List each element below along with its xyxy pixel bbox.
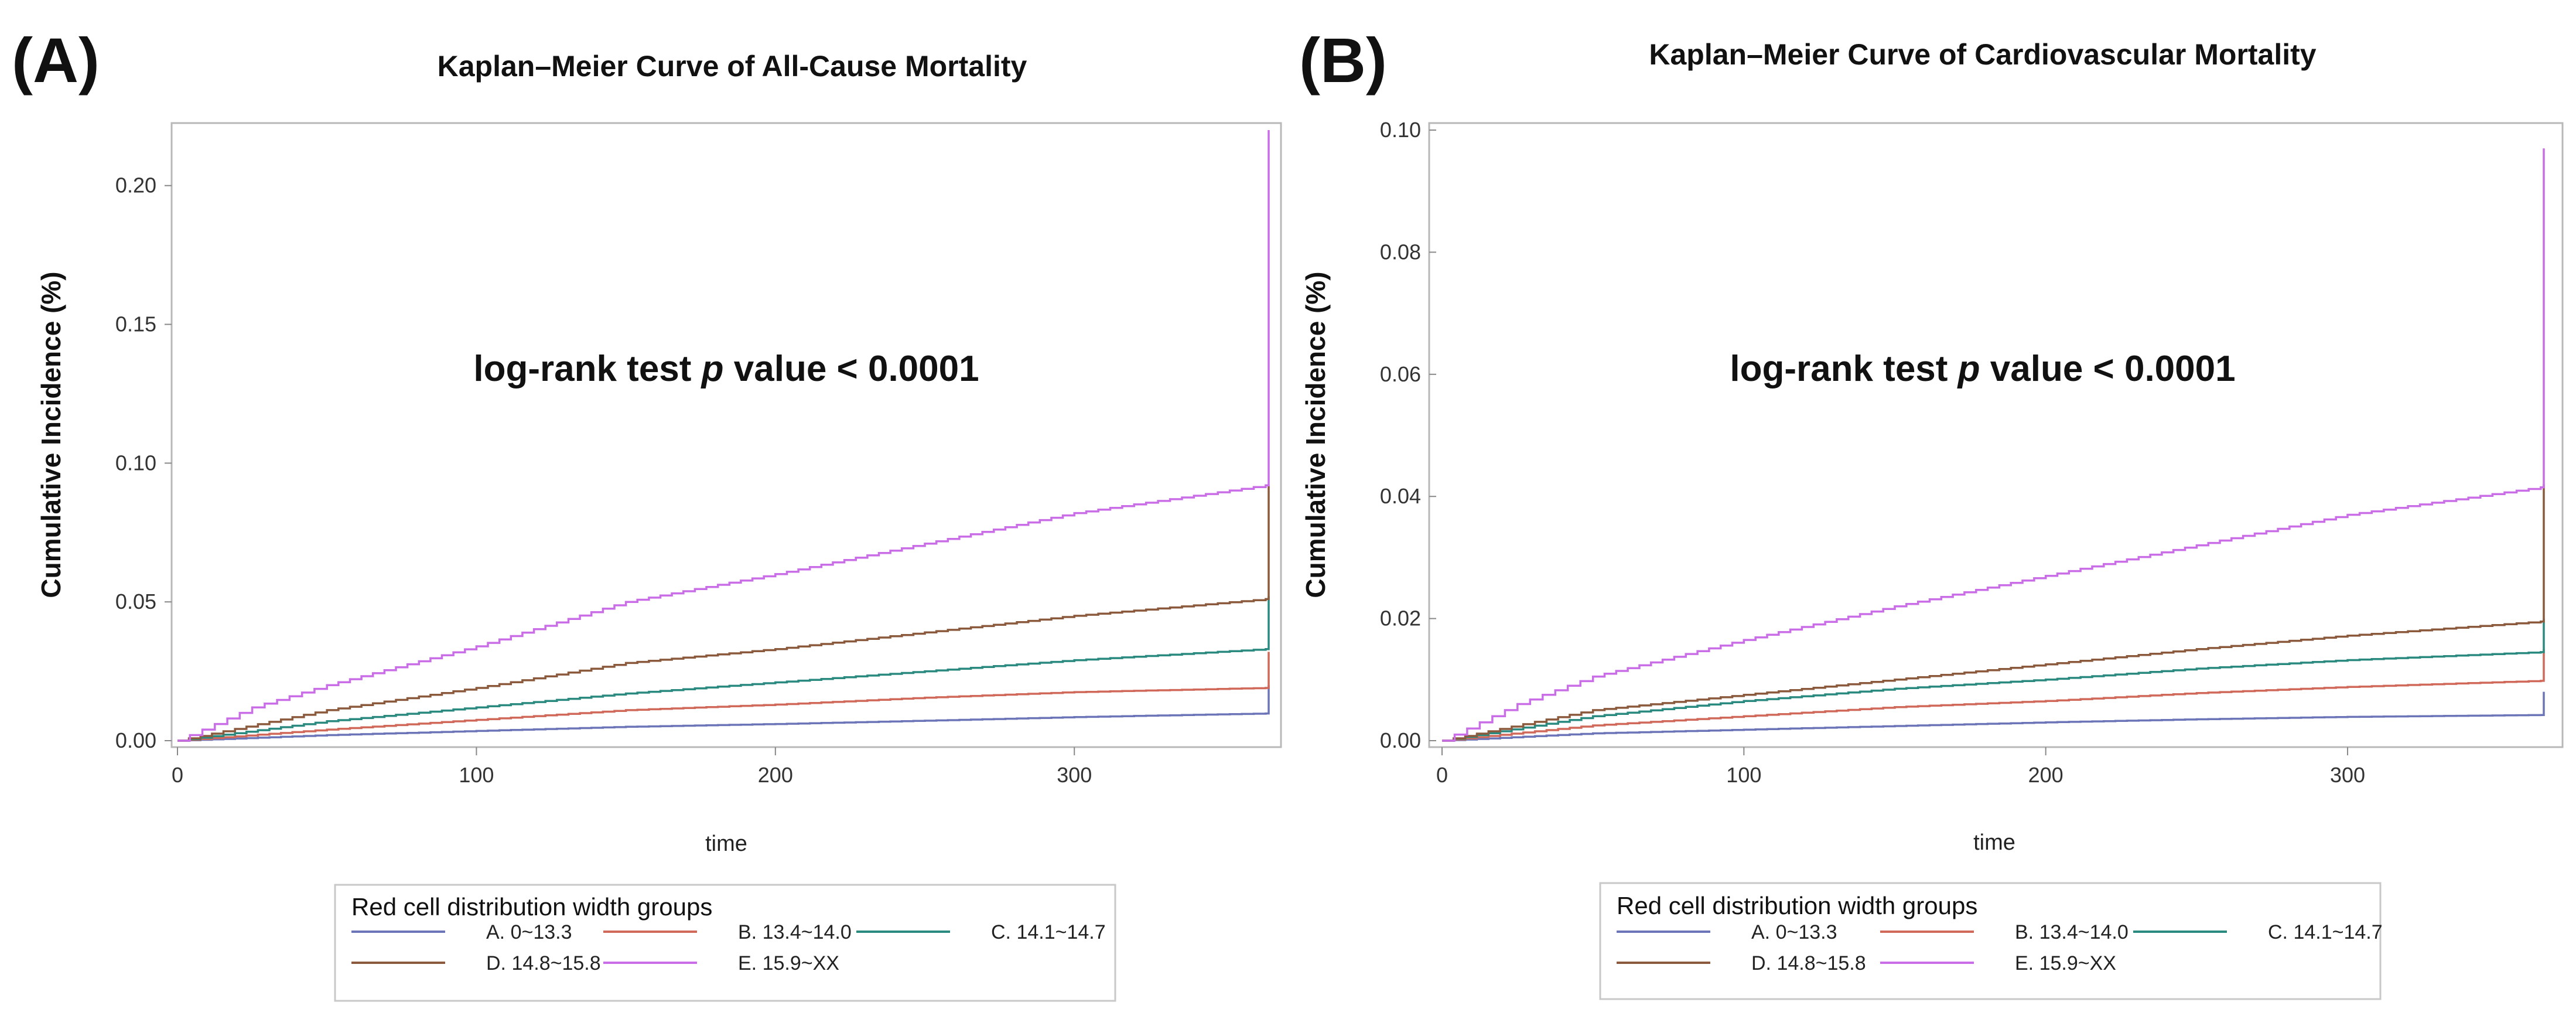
series-line-a-4 [177, 130, 1270, 742]
chart-title-a: Kaplan–Meier Curve of All-Cause Mortalit… [438, 50, 1027, 83]
legend-label-a-4: E. 15.9~XX [738, 952, 839, 974]
series-line-b-2 [1442, 618, 2545, 742]
y-axis-b: 0.00 0.02 0.04 0.06 0.08 0.10 [1380, 118, 1436, 752]
annotation-prefix-b: log-rank test [1730, 349, 1957, 389]
y-tick-label-b-3: 0.06 [1380, 362, 1421, 386]
y-tick-label-b-2: 0.04 [1380, 484, 1421, 508]
y-tick-label-a-0: 0.00 [115, 728, 156, 752]
legend-label-b-1: B. 13.4~14.0 [2015, 921, 2129, 943]
x-axis-b: 0 100 200 300 [1436, 747, 2365, 787]
logrank-annotation-b: log-rank test p value < 0.0001 [1730, 349, 2235, 389]
x-tick-label-b-3: 300 [2330, 763, 2365, 787]
y-axis-title-b: Cumulative Incidence (%) [1300, 271, 1331, 598]
y-tick-label-b-1: 0.02 [1380, 606, 1421, 631]
series-layer-a [177, 130, 1270, 742]
x-tick-label-a-3: 300 [1057, 763, 1092, 787]
legend-title-b: Red cell distribution width groups [1617, 892, 1977, 919]
legend-label-a-3: D. 14.8~15.8 [486, 952, 601, 974]
series-line-b-4 [1442, 148, 2545, 742]
legend-box-b [1599, 882, 2382, 1000]
legend-label-a-1: B. 13.4~14.0 [738, 921, 852, 943]
x-axis-a: 0 100 200 300 [172, 747, 1092, 787]
annotation-italic-b: p [1957, 349, 1980, 389]
x-tick-label-b-0: 0 [1436, 763, 1448, 787]
annotation-suffix-b: value < 0.0001 [1980, 349, 2236, 389]
series-line-b-3 [1442, 484, 2545, 742]
legend-box-a [334, 884, 1116, 1002]
logrank-annotation-a: log-rank test p value < 0.0001 [473, 349, 979, 389]
x-tick-label-a-2: 200 [758, 763, 793, 787]
legend-label-b-0: A. 0~13.3 [1751, 921, 1837, 943]
legend-title-a: Red cell distribution width groups [351, 893, 712, 921]
annotation-suffix-a: value < 0.0001 [724, 349, 979, 389]
y-axis-title-a: Cumulative Incidence (%) [36, 271, 66, 598]
series-line-a-0 [177, 685, 1270, 742]
x-tick-label-b-2: 200 [2028, 763, 2063, 787]
legend-label-a-0: A. 0~13.3 [486, 921, 572, 943]
annotation-prefix-a: log-rank test [473, 349, 701, 389]
series-line-a-3 [177, 485, 1270, 742]
y-tick-label-a-4: 0.20 [115, 173, 156, 197]
legend-label-a-2: C. 14.1~14.7 [991, 921, 1106, 943]
plot-frame-a [170, 122, 1282, 748]
legend-label-b-3: D. 14.8~15.8 [1751, 952, 1866, 974]
legend-entries-b: A. 0~13.3 B. 13.4~14.0 C. 14.1~14.7 D. 14.8… [1617, 921, 2383, 974]
series-line-a-2 [177, 596, 1270, 742]
x-axis-title-a: time [705, 831, 747, 856]
y-tick-label-b-4: 0.08 [1380, 240, 1421, 264]
plot-frame-b [1428, 122, 2564, 748]
series-layer-b [1442, 148, 2545, 742]
x-tick-label-a-0: 0 [172, 763, 183, 787]
legend-label-b-4: E. 15.9~XX [2015, 952, 2116, 974]
x-tick-label-b-1: 100 [1726, 763, 1761, 787]
panel-label-b: (B) [1299, 25, 1387, 96]
annotation-italic-a: p [701, 349, 724, 389]
series-line-b-0 [1442, 691, 2545, 742]
chart-title-b: Kaplan–Meier Curve of Cardiovascular Mor… [1649, 38, 2316, 71]
panel-b: (B) Kaplan–Meier Curve of Cardiovascular… [1299, 25, 2564, 1000]
x-tick-label-a-1: 100 [459, 763, 494, 787]
x-axis-title-b: time [1973, 830, 2015, 855]
y-tick-label-b-5: 0.10 [1380, 118, 1421, 142]
legend-label-b-2: C. 14.1~14.7 [2268, 921, 2383, 943]
series-line-b-1 [1442, 649, 2545, 742]
y-tick-label-a-1: 0.05 [115, 589, 156, 614]
panel-label-a: (A) [12, 25, 100, 96]
y-axis-a: 0.00 0.05 0.10 0.15 0.20 [115, 173, 172, 752]
legend-entries-a: A. 0~13.3 B. 13.4~14.0 C. 14.1~14.7 D. 14.8… [351, 921, 1106, 974]
y-tick-label-a-2: 0.10 [115, 451, 156, 475]
series-line-a-1 [177, 652, 1270, 742]
panel-a: (A) Kaplan–Meier Curve of All-Cause Mort… [12, 25, 1282, 1002]
y-tick-label-b-0: 0.00 [1380, 728, 1421, 752]
y-tick-label-a-3: 0.15 [115, 312, 156, 336]
